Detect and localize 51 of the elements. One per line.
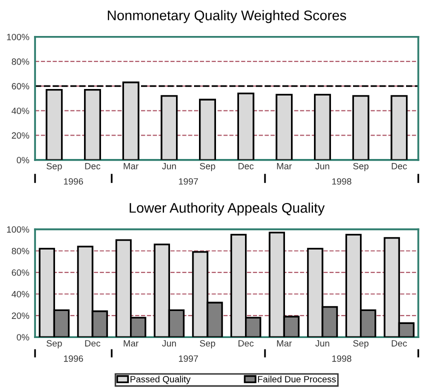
y-tick-label: 80%	[12, 248, 30, 254]
text: 1998	[332, 178, 352, 185]
x-tick-label: Dec	[85, 163, 100, 170]
x-tick-label: Mar	[124, 340, 138, 347]
x-tick-label: Dec	[238, 340, 254, 347]
x-tick-label: Jun	[162, 340, 176, 347]
y-tick-label: 40%	[12, 108, 30, 114]
y-tick-label: 20%	[12, 132, 30, 139]
text: 1997	[178, 178, 198, 185]
x-tick-label: Sep	[46, 162, 62, 172]
y-tick-label: 80%	[12, 58, 30, 65]
y-tick-label: 20%	[12, 312, 30, 319]
chart-title: Nonmonetary Quality Weighted Scores	[108, 10, 346, 24]
text: 1997	[178, 355, 198, 362]
x-tick-label: Mar	[124, 163, 138, 170]
y-tick-label: 60%	[12, 83, 30, 90]
x-tick-label: Dec	[85, 340, 100, 347]
x-tick-label: Sep	[353, 162, 368, 172]
x-tick-label: Jun	[315, 340, 330, 347]
text: 1996	[64, 355, 84, 362]
bar	[276, 94, 293, 160]
bar	[237, 92, 254, 160]
y-tick-label: 0%	[16, 334, 30, 340]
x-tick-label: Jun	[162, 163, 176, 170]
x-tick-label: Sep	[200, 162, 216, 172]
y-tick-label: 100%	[7, 226, 30, 233]
x-tick-label: Sep	[353, 340, 368, 348]
text: 1998	[332, 355, 352, 362]
x-tick-label: Dec	[392, 163, 407, 170]
bar	[84, 88, 102, 160]
bar	[314, 94, 331, 160]
x-tick-label: Sep	[200, 340, 216, 348]
x-tick-label: Mar	[277, 340, 292, 347]
y-tick-label: 100%	[7, 34, 30, 40]
legend-label: Passed Quality	[130, 376, 191, 384]
bar	[46, 88, 63, 160]
bar	[352, 95, 370, 160]
x-tick-label: Dec	[238, 163, 254, 170]
x-tick-label: Mar	[277, 163, 292, 170]
bar	[390, 95, 408, 160]
text: 1996	[64, 178, 84, 185]
y-tick-label: 60%	[12, 269, 30, 276]
x-tick-label: Jun	[315, 163, 330, 170]
chart-title: Lower Authority Appeals Quality	[130, 202, 325, 216]
bar	[160, 95, 178, 160]
x-tick-label: Sep	[46, 340, 62, 348]
legend-label: Failed Due Process	[258, 376, 336, 382]
y-tick-label: 40%	[12, 290, 30, 298]
y-tick-label: 0%	[16, 156, 30, 164]
bar	[199, 98, 216, 160]
x-tick-label: Dec	[392, 340, 407, 347]
